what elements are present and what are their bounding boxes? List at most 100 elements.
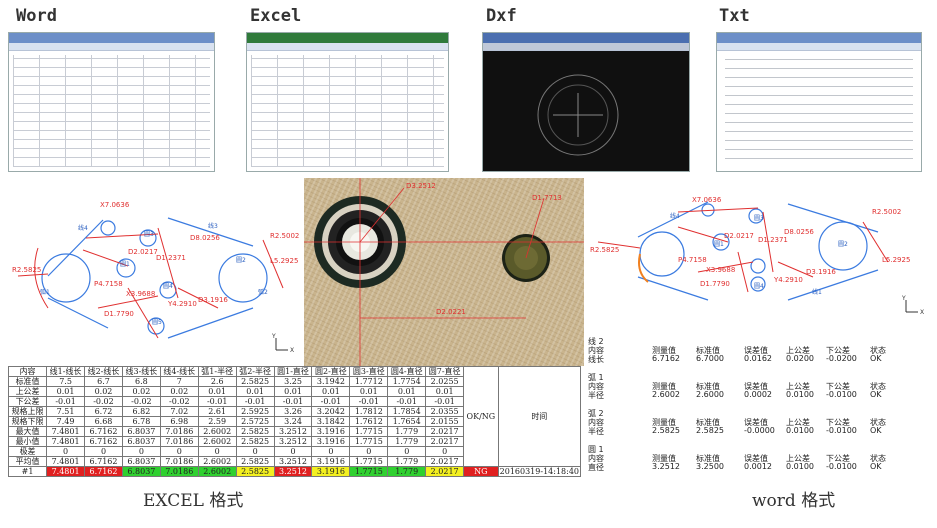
word-content-label: 内容 [588, 418, 604, 427]
cad-right-label-circle1: 圆1 [714, 241, 724, 248]
word-item-value: -0.0100 [826, 426, 857, 435]
cad-drawing-right: X7.0636 R2.5002 R2.5825 D2.0217 D1.2371 … [588, 182, 934, 326]
excel-cell: 6.8037 [121, 426, 161, 437]
word-col-header: 误差值 [744, 454, 768, 463]
excel-header-cell: 线3-线长 [121, 366, 161, 377]
word-col-header: 标准值 [696, 418, 720, 427]
excel-cell: 6.8 [121, 376, 161, 387]
excel-result-status: NG [463, 466, 499, 477]
excel-cell: 2.0355 [425, 406, 465, 417]
excel-result-cell: 1.7715 [349, 466, 389, 477]
excel-result-cell: 6.7162 [84, 466, 123, 477]
excel-cell: 6.7162 [84, 426, 123, 437]
excel-header-cell: 圆3-直径 [349, 366, 389, 377]
word-item-name: 圆 1 [588, 445, 604, 454]
excel-cell: 7.0186 [159, 456, 199, 467]
word-col-header: 下公差 [826, 382, 850, 391]
cad-right-label-circle4: 圆4 [754, 283, 764, 290]
excel-cell: -0.01 [349, 396, 389, 407]
excel-cell: 1.7812 [349, 406, 389, 417]
excel-cell: 2.5825 [235, 426, 275, 437]
excel-header-cell: 弧2-半径 [235, 366, 275, 377]
excel-cell: 0 [46, 446, 86, 457]
excel-cell: 极差 [7, 446, 48, 457]
word-item-value: -0.0100 [826, 462, 857, 471]
cad-right-label-r2a: R2.5002 [872, 208, 901, 216]
excel-cell: 3.2512 [273, 436, 313, 447]
excel-cell: 最大值 [7, 426, 48, 437]
excel-cell: 3.2042 [311, 406, 351, 417]
cad-left-label-circle2: 圆2 [236, 257, 246, 264]
cad-left-label-d1b: D1.7790 [104, 310, 134, 318]
dxf-drawing [537, 74, 619, 156]
excel-cell: 1.779 [387, 436, 427, 447]
cad-left-label-d1a: D1.2371 [156, 254, 186, 262]
excel-cell: 3.1916 [311, 426, 351, 437]
excel-screenshot-thumbnail [246, 32, 449, 172]
word-item-value: -0.0000 [744, 426, 775, 435]
excel-cell: 2.0255 [425, 376, 465, 387]
excel-cell: 1.7754 [387, 376, 427, 387]
excel-cell: 1.7715 [349, 436, 389, 447]
excel-header-row: 内容 线1-线长 线2-线长 线3-线长 线4-线长 弧1-半径 弧2-半径 圆1-直径 圆2-… [7, 366, 582, 467]
word-col-header: 标准值 [696, 346, 720, 355]
word-col-header: 下公差 [826, 346, 850, 355]
excel-header-cell: 线2-线长 [84, 366, 123, 377]
word-item-value: 0.0162 [744, 354, 772, 363]
cad-right-label-d1b: D1.7790 [700, 280, 730, 288]
excel-cell: 规格上限 [7, 406, 48, 417]
excel-result-cell: 3.2512 [273, 466, 313, 477]
cad-right-label-r2b: R2.5825 [590, 246, 619, 254]
excel-cell: 0.02 [121, 386, 161, 397]
excel-cell: 规格下限 [7, 416, 48, 427]
cad-left-label-p4: P4.7158 [94, 280, 123, 288]
microscope-image: D3.2512 D1.7713 D2.0221 [304, 178, 584, 366]
cad-right-label-circle2: 圆2 [838, 241, 848, 248]
excel-header-cell: 圆4-直径 [387, 366, 427, 377]
excel-cell: 7.49 [46, 416, 86, 427]
cad-right-label-p4: P4.7158 [678, 256, 707, 264]
cad-right-svg: X7.0636 R2.5002 R2.5825 D2.0217 D1.2371 … [590, 196, 924, 316]
excel-result-cell: 1.779 [387, 466, 427, 477]
excel-row: 标准值 7.5 6.7 6.8 7 2.6 2.5825 3.25 3.1942 1.7712 1.… [7, 376, 581, 387]
word-item-value: 2.6002 [652, 390, 680, 399]
word-item-name: 弧 2 [588, 409, 604, 418]
excel-cell: 6.68 [84, 416, 123, 427]
excel-cell: -0.01 [311, 396, 351, 407]
excel-cell: 2.6002 [197, 456, 237, 467]
excel-cell: 6.8037 [121, 456, 161, 467]
cad-left-svg: X7.0636 D2.0217 D1.2371 D8.0256 R2.5002 … [12, 201, 299, 354]
excel-cell: 0 [425, 446, 465, 457]
cad-right-label-x3: X3.9688 [706, 266, 735, 274]
excel-cell: 标准值 [7, 376, 48, 387]
excel-result-cell: 6.8037 [121, 466, 161, 477]
word-result-item: 圆 1 内容 直径 测量值 标准值 误差值 上公差 下公差 状态 3.2512 3.2500 0.00… [588, 444, 928, 478]
cad-left-label-d3: D3.1916 [198, 296, 228, 304]
excel-result-cell: 7.0186 [159, 466, 199, 477]
title-word: Word [16, 6, 57, 26]
cad-drawing-left: X7.0636 D2.0217 D1.2371 D8.0256 R2.5002 … [8, 178, 304, 366]
excel-cell: 2.6002 [197, 426, 237, 437]
excel-cell: 0.01 [197, 386, 237, 397]
excel-cell: 7.51 [46, 406, 86, 417]
excel-cell: 7 [159, 376, 199, 387]
excel-cell: 2.0217 [425, 456, 465, 467]
word-item-value: -0.0200 [826, 354, 857, 363]
excel-cell: 上公差 [7, 386, 48, 397]
excel-cell: 1.7654 [387, 416, 427, 427]
excel-cell: 2.5825 [235, 436, 275, 447]
word-col-header: 测量值 [652, 418, 676, 427]
excel-header-cell: 线4-线长 [159, 366, 199, 377]
excel-cell: -0.01 [387, 396, 427, 407]
excel-cell: 1.7854 [387, 406, 427, 417]
caption-excel: EXCEL 格式 [143, 491, 244, 511]
word-content-label: 内容 [588, 346, 604, 355]
excel-cell: 6.98 [159, 416, 199, 427]
word-result-item: 线 2 内容 线长 测量值 标准值 误差值 上公差 下公差 状态 6.7162 6.7000 0.01… [588, 336, 928, 370]
excel-time-header: 时间 [497, 366, 582, 467]
word-item-value: OK [870, 390, 882, 399]
excel-cell: 0.01 [46, 386, 86, 397]
cad-right-label-x7: X7.0636 [692, 196, 722, 204]
excel-cell: 2.59 [197, 416, 237, 427]
word-col-header: 测量值 [652, 454, 676, 463]
